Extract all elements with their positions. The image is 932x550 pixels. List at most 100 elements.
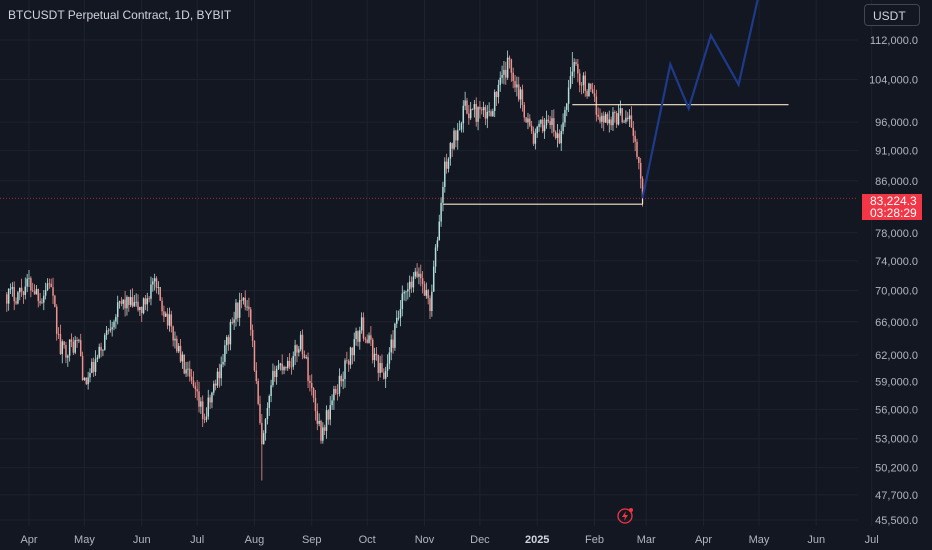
candle-body <box>615 113 618 125</box>
candle-body <box>593 93 596 97</box>
candle-body <box>562 122 564 132</box>
candle-body <box>6 294 8 304</box>
candle-body <box>299 334 302 350</box>
candle-body <box>41 302 43 304</box>
candle-body <box>146 298 149 305</box>
candle-body <box>632 127 635 136</box>
candle-body <box>200 401 202 407</box>
candle-body <box>628 115 631 120</box>
candle-body <box>639 162 642 179</box>
candle-body <box>514 81 516 88</box>
candle-body <box>416 271 418 277</box>
candle-body <box>177 345 180 352</box>
candle-body <box>401 293 404 310</box>
candle-body <box>203 419 206 420</box>
y-axis-tick-label: 56,000.0 <box>875 404 918 416</box>
currency-button[interactable]: USDT <box>864 4 920 26</box>
candle-body <box>98 346 100 358</box>
candle-body <box>486 111 489 119</box>
candle-body <box>129 297 132 305</box>
x-axis-tick-label: Sep <box>302 534 322 546</box>
candle-body <box>201 401 204 420</box>
candle-body <box>87 377 89 385</box>
candle-body <box>601 115 603 122</box>
candle-body <box>231 322 234 323</box>
y-axis-tick-label: 91,000.0 <box>875 146 918 158</box>
candle-body <box>475 104 477 122</box>
candle-body <box>588 83 590 97</box>
x-axis-tick-label: Jul <box>865 534 879 546</box>
candle-body <box>432 266 435 292</box>
candle-body <box>427 290 429 299</box>
candle-body <box>636 141 638 157</box>
candle-body <box>447 158 450 169</box>
candle-body <box>340 375 343 382</box>
candle-body <box>434 247 437 267</box>
candle-body <box>157 287 160 288</box>
candle-body <box>638 156 640 163</box>
candle-body <box>94 359 97 372</box>
chart-title: BTCUSDT Perpetual Contract, 1D, BYBIT <box>8 8 232 22</box>
candle-body <box>13 287 15 302</box>
y-axis-tick-label: 70,000.0 <box>875 285 918 297</box>
candle-body <box>244 297 246 307</box>
y-axis-tick-label: 59,000.0 <box>875 377 918 389</box>
candle-body <box>366 339 368 343</box>
lightning-event-icon[interactable] <box>616 507 634 525</box>
candle-body <box>481 109 483 111</box>
candle-body <box>35 289 38 295</box>
candle-body <box>384 370 387 379</box>
candle-body <box>571 71 574 77</box>
candle-body <box>48 283 51 285</box>
candle-body <box>78 340 80 342</box>
candle-body <box>242 297 245 301</box>
candle-body <box>357 331 359 342</box>
candle-body <box>492 110 494 117</box>
x-axis-tick-label: May <box>74 534 95 546</box>
candle-body <box>50 283 52 288</box>
candle-body <box>396 317 398 324</box>
candle-body <box>163 311 165 317</box>
candle-body <box>523 104 526 118</box>
candle-body <box>322 427 324 441</box>
candle-body <box>183 354 185 374</box>
x-axis-tick-label: Jun <box>133 534 151 546</box>
candle-body <box>355 331 357 340</box>
candle-body <box>543 125 546 132</box>
x-axis-tick-label: Apr <box>695 534 712 546</box>
candle-body <box>111 327 113 330</box>
candle-body <box>92 361 95 372</box>
candle-body <box>508 57 511 60</box>
candle-body <box>33 291 36 295</box>
candle-body <box>493 91 496 111</box>
candle-body <box>115 317 117 322</box>
candle-body <box>72 341 75 353</box>
candle-body <box>482 107 485 111</box>
candle-body <box>314 397 317 412</box>
candle-body <box>277 365 280 369</box>
candle-body <box>591 89 594 94</box>
candle-body <box>270 385 272 397</box>
candle-body <box>76 339 78 341</box>
candle-body <box>79 340 82 357</box>
candle-body <box>235 302 237 320</box>
candle-body <box>74 339 76 353</box>
candle-body <box>292 356 295 367</box>
candle-body <box>431 291 433 311</box>
candle-body <box>342 379 344 382</box>
candle-body <box>144 298 147 305</box>
candle-body <box>484 107 487 119</box>
candle-body <box>362 317 365 339</box>
candle-body <box>176 338 178 352</box>
candle-body <box>320 420 322 441</box>
candle-body <box>7 288 10 304</box>
candle-body <box>224 345 226 362</box>
candle-body <box>159 287 161 301</box>
candle-body <box>152 281 154 285</box>
candle-body <box>606 114 609 124</box>
candle-body <box>187 368 189 370</box>
candle-body <box>346 360 348 362</box>
candle-body <box>20 287 23 292</box>
